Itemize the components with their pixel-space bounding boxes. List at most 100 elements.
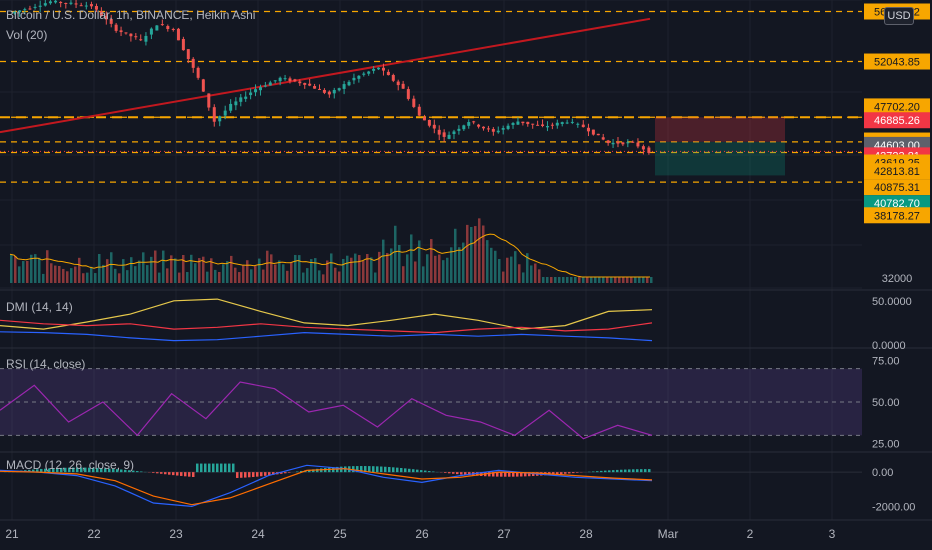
macd-histogram-bar xyxy=(120,469,123,473)
candle-body xyxy=(477,124,481,127)
volume-bar xyxy=(274,264,277,283)
candle-body xyxy=(536,124,540,126)
time-axis-tick: 23 xyxy=(169,527,183,541)
macd-histogram-bar xyxy=(284,472,287,474)
macd-histogram-bar xyxy=(464,472,467,475)
price-label: 40875.31 xyxy=(874,182,920,194)
volume-bar xyxy=(350,257,353,283)
macd-histogram-bar xyxy=(192,472,195,478)
volume-bar xyxy=(230,255,233,283)
candle-body xyxy=(396,81,400,86)
macd-histogram-bar xyxy=(476,472,479,476)
candle-body xyxy=(104,15,108,20)
price-label: 52043.85 xyxy=(874,57,920,69)
macd-histogram-bar xyxy=(232,463,235,473)
candle-body xyxy=(511,123,515,125)
candle-body xyxy=(43,3,47,6)
candle-body xyxy=(521,121,525,124)
candle-body xyxy=(298,81,302,84)
volume-bar xyxy=(626,277,629,283)
candle-body xyxy=(288,78,292,82)
price-label-badge xyxy=(864,98,930,115)
volume-bar xyxy=(242,265,245,283)
candle-body xyxy=(616,141,620,144)
volume-bar xyxy=(234,267,237,283)
volume-bar xyxy=(30,254,33,283)
volume-bar xyxy=(590,277,593,283)
candle-body xyxy=(531,123,535,125)
macd-histogram-bar xyxy=(420,470,423,473)
candle-body xyxy=(472,121,476,123)
macd-histogram-bar xyxy=(48,468,51,473)
volume-bar xyxy=(46,250,49,283)
currency-button[interactable]: USD xyxy=(884,7,914,25)
macd-line xyxy=(0,464,653,508)
macd-histogram-bar xyxy=(204,463,207,473)
candle-body xyxy=(467,122,471,126)
macd-histogram-bar xyxy=(156,472,159,474)
volume-bar xyxy=(318,270,321,283)
candle-body xyxy=(491,128,495,132)
volume-bar xyxy=(354,253,357,283)
candle-body xyxy=(391,74,395,81)
candle-body xyxy=(377,67,381,70)
indicator-axis-tick: 0.00 xyxy=(872,467,893,479)
candle-body xyxy=(160,24,164,26)
indicator-axis-tick: 50.0000 xyxy=(872,296,912,308)
candle-body xyxy=(258,87,262,91)
candle-body xyxy=(486,128,490,130)
macd-histogram-bar xyxy=(244,472,247,478)
macd-histogram-bar xyxy=(228,463,231,473)
macd-histogram-bar xyxy=(516,472,519,477)
volume-bar xyxy=(370,257,373,283)
volume-bar xyxy=(346,255,349,283)
candle-body xyxy=(84,5,88,7)
candle-body xyxy=(28,8,32,10)
volume-bar xyxy=(562,277,565,283)
candle-body xyxy=(278,77,282,82)
candle-body xyxy=(427,119,431,126)
macd-histogram-bar xyxy=(36,469,39,473)
volume-bar xyxy=(622,277,625,283)
macd-histogram-bar xyxy=(140,471,143,473)
symbol-title: Bitcoin / U.S. Dollar, 1h, BINANCE, Heik… xyxy=(6,8,256,22)
candle-body xyxy=(641,146,645,150)
macd-histogram-bar xyxy=(56,468,59,473)
volume-bar xyxy=(74,266,77,283)
volume-bar xyxy=(282,264,285,283)
volume-bar xyxy=(646,277,649,283)
volume-bar xyxy=(430,239,433,283)
volume-bar xyxy=(118,273,121,283)
volume-bar xyxy=(306,268,309,283)
volume-bar xyxy=(238,272,241,283)
volume-bar xyxy=(530,265,533,283)
volume-bar xyxy=(458,247,461,283)
macd-histogram-bar xyxy=(108,468,111,473)
volume-bar xyxy=(182,255,185,283)
volume-bar xyxy=(198,258,201,283)
volume-bar xyxy=(438,254,441,283)
candle-body xyxy=(33,6,37,8)
volume-bar xyxy=(394,225,397,283)
volume-bar xyxy=(570,277,573,283)
volume-bar xyxy=(42,273,45,283)
candle-body xyxy=(437,129,441,135)
indicator-axis-tick: 0.0000 xyxy=(872,340,906,352)
time-axis-tick: Mar xyxy=(658,527,679,541)
candle-body xyxy=(606,140,610,144)
volume-bar xyxy=(142,252,145,283)
macd-histogram-bar xyxy=(356,466,359,473)
candle-body xyxy=(244,96,248,99)
volume-bar xyxy=(382,239,385,283)
macd-histogram-bar xyxy=(556,472,559,475)
candle-body xyxy=(54,0,58,3)
volume-bar xyxy=(490,247,493,283)
rsi-line xyxy=(0,381,653,440)
macd-histogram-bar xyxy=(468,472,471,476)
macd-histogram-bar xyxy=(508,472,511,477)
macd-histogram-bar xyxy=(112,468,115,473)
macd-histogram-bar xyxy=(640,469,643,473)
candle-body xyxy=(570,121,574,123)
